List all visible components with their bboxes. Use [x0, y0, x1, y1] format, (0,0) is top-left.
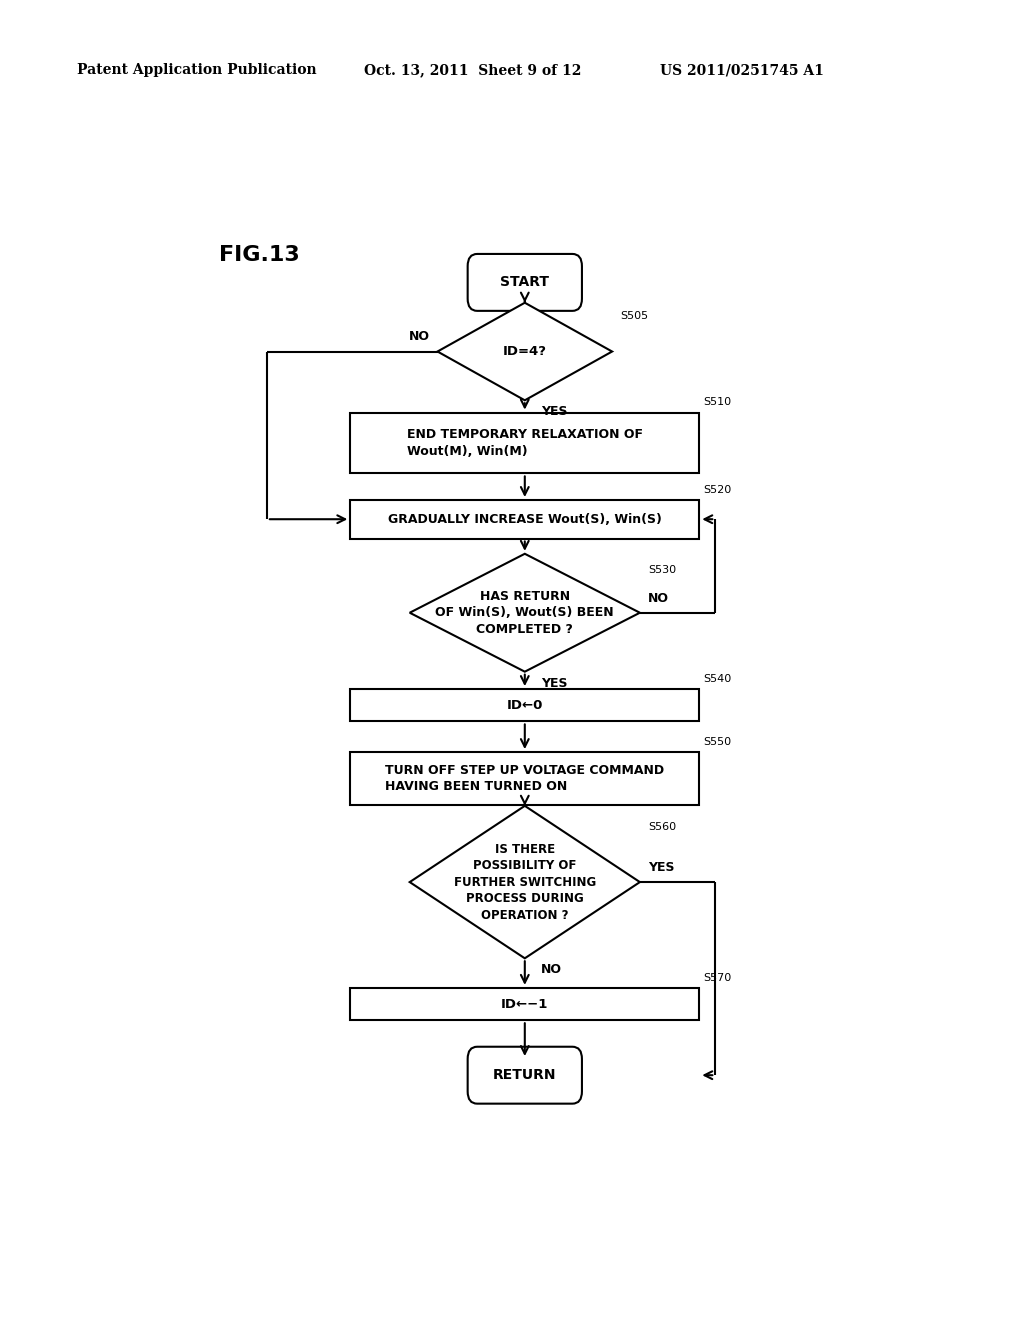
Bar	[350, 987, 699, 1020]
Text: YES: YES	[648, 861, 675, 874]
Text: S505: S505	[620, 312, 648, 321]
Text: S520: S520	[703, 484, 731, 495]
Text: NO: NO	[648, 591, 669, 605]
Bar	[350, 752, 699, 805]
Text: TURN OFF STEP UP VOLTAGE COMMAND
HAVING BEEN TURNED ON: TURN OFF STEP UP VOLTAGE COMMAND HAVING …	[385, 764, 665, 793]
Text: S540: S540	[703, 675, 731, 684]
Bar	[350, 500, 699, 539]
Text: S570: S570	[703, 973, 731, 982]
Polygon shape	[410, 805, 640, 958]
Text: S530: S530	[648, 565, 676, 576]
Text: END TEMPORARY RELAXATION OF
Wout(M), Win(M): END TEMPORARY RELAXATION OF Wout(M), Win…	[407, 428, 643, 458]
Text: S550: S550	[703, 737, 731, 747]
Text: ID=4?: ID=4?	[503, 345, 547, 358]
Text: FIG.13: FIG.13	[219, 244, 300, 265]
Text: Patent Application Publication: Patent Application Publication	[77, 63, 316, 78]
Text: NO: NO	[541, 964, 562, 977]
Text: S560: S560	[648, 822, 676, 832]
FancyBboxPatch shape	[468, 1047, 582, 1104]
Text: YES: YES	[541, 405, 567, 418]
Text: NO: NO	[409, 330, 430, 343]
Text: YES: YES	[541, 677, 567, 690]
Bar	[350, 689, 699, 722]
Text: ID←−1: ID←−1	[501, 998, 549, 1011]
Text: IS THERE
POSSIBILITY OF
FURTHER SWITCHING
PROCESS DURING
OPERATION ?: IS THERE POSSIBILITY OF FURTHER SWITCHIN…	[454, 842, 596, 921]
Text: START: START	[501, 276, 549, 289]
FancyBboxPatch shape	[468, 253, 582, 312]
Text: RETURN: RETURN	[493, 1068, 557, 1082]
Text: GRADUALLY INCREASE Wout(S), Win(S): GRADUALLY INCREASE Wout(S), Win(S)	[388, 512, 662, 525]
Polygon shape	[410, 554, 640, 672]
Text: US 2011/0251745 A1: US 2011/0251745 A1	[660, 63, 824, 78]
Polygon shape	[437, 302, 612, 400]
Bar	[350, 413, 699, 474]
Text: HAS RETURN
OF Win(S), Wout(S) BEEN
COMPLETED ?: HAS RETURN OF Win(S), Wout(S) BEEN COMPL…	[435, 590, 614, 636]
Text: Oct. 13, 2011  Sheet 9 of 12: Oct. 13, 2011 Sheet 9 of 12	[364, 63, 581, 78]
Text: ID←0: ID←0	[507, 698, 543, 711]
Text: S510: S510	[703, 397, 731, 408]
